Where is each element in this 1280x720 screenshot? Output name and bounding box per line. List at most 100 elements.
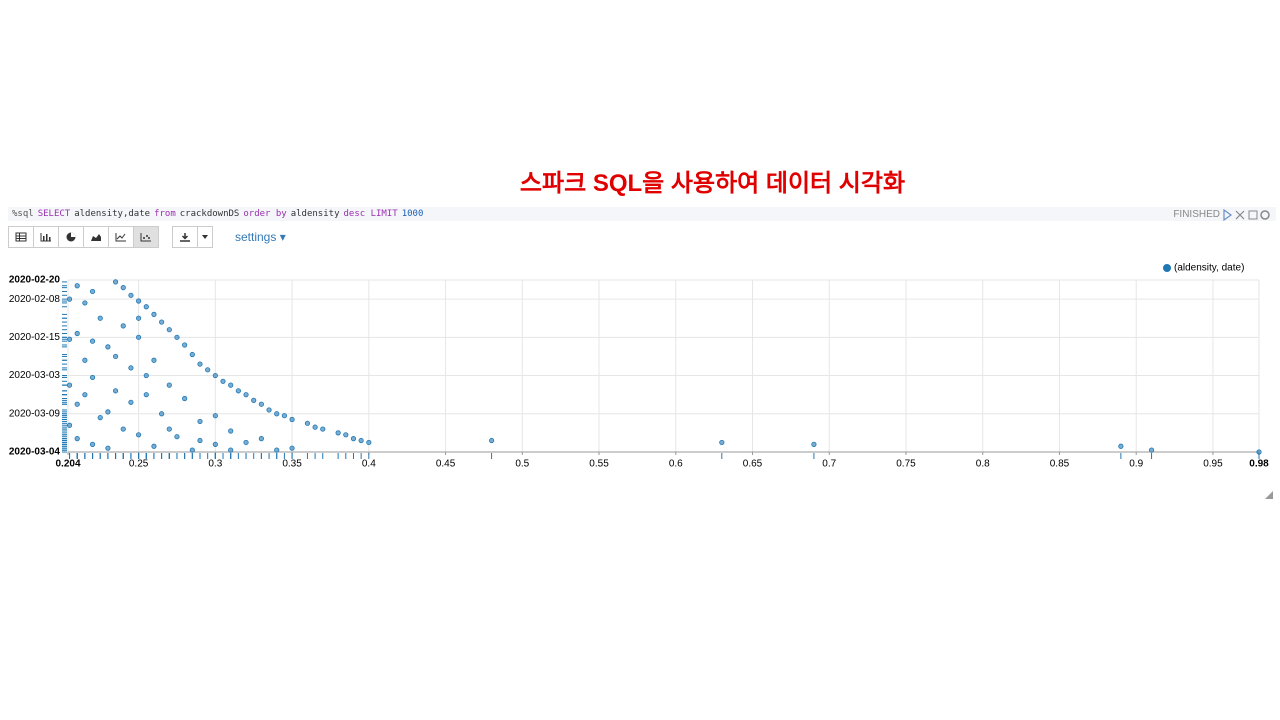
query-token: order by bbox=[243, 209, 287, 219]
point bbox=[66, 296, 73, 302]
point bbox=[289, 445, 295, 451]
line-button[interactable] bbox=[108, 226, 134, 248]
point bbox=[197, 437, 203, 444]
point bbox=[128, 292, 134, 298]
point bbox=[343, 432, 349, 438]
y-tick-label: 2020-03-03 bbox=[9, 370, 61, 381]
x-tick-label: 0.25 bbox=[129, 459, 149, 470]
point bbox=[120, 285, 126, 291]
point bbox=[74, 436, 80, 442]
point bbox=[205, 367, 211, 373]
point bbox=[220, 378, 226, 384]
point bbox=[350, 436, 357, 442]
point bbox=[258, 401, 264, 407]
point bbox=[489, 437, 495, 444]
point bbox=[105, 409, 111, 415]
point bbox=[66, 422, 73, 428]
x-tick-label: 0.95 bbox=[1203, 459, 1223, 470]
point bbox=[89, 288, 96, 295]
point bbox=[112, 388, 119, 394]
y-tick-label: 2020-02-20 bbox=[9, 275, 61, 286]
x-tick-label: 0.35 bbox=[282, 459, 302, 470]
query-token: from bbox=[154, 209, 176, 219]
point bbox=[166, 382, 172, 388]
point bbox=[105, 344, 111, 350]
point bbox=[197, 361, 203, 367]
query-token: %sql bbox=[12, 209, 34, 219]
point bbox=[159, 411, 165, 417]
point bbox=[151, 311, 157, 318]
point bbox=[228, 382, 234, 388]
point bbox=[274, 411, 280, 417]
point bbox=[189, 447, 195, 453]
point bbox=[243, 439, 249, 446]
point bbox=[1148, 447, 1155, 453]
point bbox=[811, 441, 817, 447]
settings-label: settings bbox=[235, 230, 277, 244]
query-token: aldensity bbox=[290, 209, 340, 219]
y-tick-label: 2020-02-08 bbox=[9, 294, 61, 305]
x-tick-label: 0.204 bbox=[55, 459, 80, 470]
point bbox=[82, 392, 88, 398]
x-tick-label: 0.45 bbox=[436, 459, 456, 470]
x-tick-label: 0.5 bbox=[515, 459, 529, 470]
bar-button[interactable] bbox=[33, 226, 59, 248]
point bbox=[228, 447, 234, 453]
point bbox=[212, 413, 218, 419]
query-editor[interactable]: %sql SELECT aldensity,date from crackdownDS o… bbox=[8, 207, 1276, 221]
point bbox=[335, 430, 341, 436]
point bbox=[112, 353, 119, 360]
point bbox=[136, 334, 142, 340]
point bbox=[143, 392, 149, 398]
point bbox=[251, 397, 257, 403]
pie-button[interactable] bbox=[58, 226, 84, 248]
point bbox=[151, 443, 157, 449]
settings-toggle[interactable]: settings ▾ bbox=[235, 230, 286, 244]
y-tick-label: 2020-03-04 bbox=[9, 447, 61, 458]
query-token: SELECT bbox=[37, 209, 71, 219]
scatter-button[interactable] bbox=[133, 226, 159, 248]
point bbox=[105, 445, 111, 451]
resize-handle[interactable] bbox=[1265, 491, 1273, 499]
point bbox=[182, 395, 188, 402]
x-tick-label: 0.7 bbox=[822, 459, 836, 470]
point bbox=[143, 304, 149, 310]
point bbox=[358, 437, 364, 444]
query-token: crackdownDS bbox=[179, 209, 240, 219]
query-token: desc LIMIT bbox=[343, 209, 398, 219]
status: FINISHED bbox=[1173, 209, 1220, 220]
point bbox=[320, 426, 326, 432]
point bbox=[120, 323, 126, 329]
y-tick-label: 2020-03-09 bbox=[9, 408, 61, 419]
x-tick-label: 0.98 bbox=[1249, 459, 1269, 470]
area-button[interactable] bbox=[83, 226, 109, 248]
point bbox=[143, 372, 149, 379]
point bbox=[166, 426, 172, 432]
point bbox=[97, 315, 103, 321]
point bbox=[266, 407, 272, 413]
point bbox=[89, 374, 96, 381]
point bbox=[120, 426, 126, 432]
point bbox=[212, 441, 218, 447]
download-dropdown[interactable] bbox=[197, 226, 213, 248]
point bbox=[312, 424, 318, 430]
point bbox=[128, 365, 134, 371]
x-tick-label: 0.55 bbox=[589, 459, 609, 470]
point bbox=[719, 439, 725, 446]
query-token: aldensity,date bbox=[74, 209, 151, 219]
table-button[interactable] bbox=[8, 226, 34, 248]
x-tick-label: 0.85 bbox=[1050, 459, 1070, 470]
point bbox=[89, 338, 96, 344]
paragraph-controls[interactable] bbox=[1222, 209, 1270, 221]
point bbox=[66, 336, 73, 342]
point bbox=[304, 420, 311, 426]
y-tick-label: 2020-02-15 bbox=[9, 332, 61, 343]
point bbox=[74, 330, 80, 337]
point bbox=[97, 415, 103, 421]
query-token: 1000 bbox=[401, 209, 424, 219]
download-button[interactable] bbox=[172, 226, 198, 248]
page-title: 스파크 SQL을 사용하여 데이터 시각화 bbox=[519, 170, 906, 197]
point bbox=[281, 413, 288, 419]
point bbox=[112, 279, 119, 285]
point bbox=[166, 327, 172, 333]
